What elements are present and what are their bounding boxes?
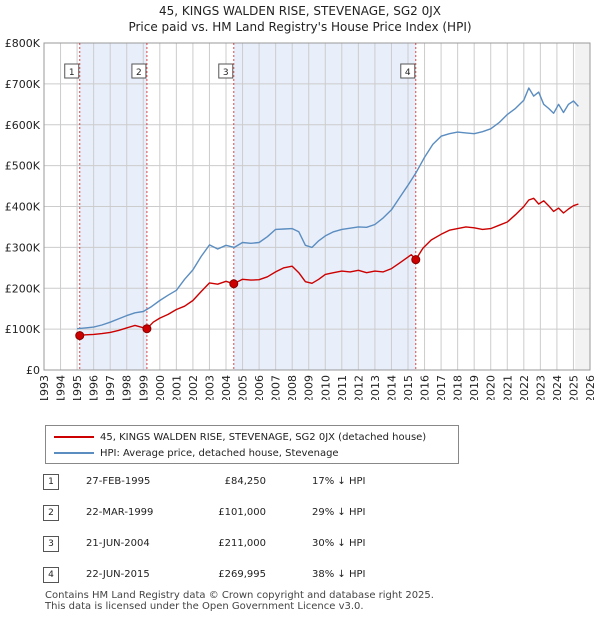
sale-date: 22-MAR-1999 <box>86 507 154 518</box>
property-series-line <box>79 197 579 337</box>
x-tick-label: 2015 <box>402 375 415 400</box>
legend-swatch-hpi <box>54 452 94 454</box>
sale-hpi-diff: 29% ↓ HPI <box>312 507 366 518</box>
chart-subtitle: Price paid vs. HM Land Registry's House … <box>128 20 472 34</box>
sale-row: 2 22-MAR-1999 £101,000 29% ↓ HPI <box>0 505 600 525</box>
x-tick-label: 2012 <box>352 375 365 400</box>
x-tick-label: 2006 <box>253 375 266 400</box>
footer-line-licence: This data is licensed under the Open Gov… <box>45 601 364 612</box>
x-tick-label: 2021 <box>501 375 514 400</box>
plot-frame <box>43 42 591 371</box>
sale-number-badge: 3 <box>43 536 59 552</box>
sale-point <box>142 324 152 334</box>
x-tick-label: 2013 <box>369 375 382 400</box>
y-tick-label: £300K <box>5 241 41 254</box>
footer-line-copyright: Contains HM Land Registry data © Crown c… <box>45 590 434 601</box>
sale-number-label: 4 <box>405 68 411 78</box>
x-tick-label: 2011 <box>336 375 349 400</box>
x-tick-label: 2018 <box>452 375 465 400</box>
footer-attribution: Contains HM Land Registry data © Crown c… <box>45 590 434 612</box>
sale-number-label: 2 <box>136 68 142 78</box>
x-tick-label: 2007 <box>270 375 283 400</box>
sale-hpi-diff: 38% ↓ HPI <box>312 569 366 580</box>
x-tick-label: 2005 <box>237 375 250 400</box>
x-tick-label: 2017 <box>435 375 448 400</box>
sale-number-box <box>400 63 416 79</box>
sale-number-box <box>64 63 80 79</box>
legend: 45, KINGS WALDEN RISE, STEVENAGE, SG2 0J… <box>45 425 459 464</box>
sale-number-badge: 1 <box>43 474 59 490</box>
sale-number-badge: 2 <box>43 505 59 521</box>
x-tick-label: 2009 <box>303 375 316 400</box>
x-tick-label: 2014 <box>385 375 398 400</box>
x-tick-label: 1997 <box>104 375 117 400</box>
chart-title: 45, KINGS WALDEN RISE, STEVENAGE, SG2 0J… <box>159 4 441 18</box>
sale-price: £269,995 <box>218 569 266 580</box>
sale-point <box>75 331 85 341</box>
legend-item-property: 45, KINGS WALDEN RISE, STEVENAGE, SG2 0J… <box>54 430 426 444</box>
x-tick-label: 1993 <box>38 375 51 400</box>
sale-point <box>411 255 421 265</box>
y-tick-label: £500K <box>5 160 41 173</box>
y-tick-label: £400K <box>5 201 41 214</box>
x-tick-label: 2002 <box>187 375 200 400</box>
legend-item-hpi: HPI: Average price, detached house, Stev… <box>54 446 339 460</box>
sale-row: 1 27-FEB-1995 £84,250 17% ↓ HPI <box>0 474 600 494</box>
hpi-series-line <box>77 87 579 330</box>
x-tick-label: 2003 <box>203 375 216 400</box>
x-tick-label: 2024 <box>551 375 564 400</box>
legend-label-property: 45, KINGS WALDEN RISE, STEVENAGE, SG2 0J… <box>100 431 427 443</box>
x-tick-label: 2008 <box>286 375 299 400</box>
sale-number-label: 3 <box>223 68 229 78</box>
x-tick-label: 2026 <box>584 375 597 400</box>
sale-date: 22-JUN-2015 <box>86 569 150 580</box>
price-chart: £0 £100K £200K £300K £400K £500K £600K £700K £80… <box>5 37 597 400</box>
x-tick-label: 2000 <box>154 375 167 400</box>
legend-swatch-property <box>54 436 94 438</box>
y-tick-label: £0 <box>26 364 40 377</box>
sale-price: £211,000 <box>218 538 266 549</box>
x-tick-label: 2020 <box>485 375 498 400</box>
y-tick-label: £800K <box>5 37 41 50</box>
sale-number-label: 1 <box>69 68 75 78</box>
sale-row: 4 22-JUN-2015 £269,995 38% ↓ HPI <box>0 567 600 587</box>
sale-price: £101,000 <box>218 507 266 518</box>
sale-point <box>229 279 239 289</box>
sale-date: 21-JUN-2004 <box>86 538 150 549</box>
sale-hpi-diff: 17% ↓ HPI <box>312 476 366 487</box>
sale-row: 3 21-JUN-2004 £211,000 30% ↓ HPI <box>0 536 600 556</box>
x-tick-label: 2010 <box>319 375 332 400</box>
x-tick-label: 2004 <box>220 375 233 400</box>
y-tick-label: £200K <box>5 282 41 295</box>
x-tick-label: 1996 <box>88 375 101 400</box>
x-tick-label: 1998 <box>121 375 134 400</box>
sale-price: £84,250 <box>224 476 266 487</box>
legend-label-hpi: HPI: Average price, detached house, Stev… <box>100 447 339 459</box>
sale-hpi-diff: 30% ↓ HPI <box>312 538 366 549</box>
x-tick-label: 1995 <box>71 375 84 400</box>
y-tick-label: £600K <box>5 119 41 132</box>
y-tick-label: £700K <box>5 78 41 91</box>
x-tick-label: 1999 <box>137 375 150 400</box>
x-tick-label: 2025 <box>567 375 580 400</box>
x-tick-label: 1994 <box>55 375 68 400</box>
sale-number-box <box>131 63 147 79</box>
x-tick-label: 2019 <box>468 375 481 400</box>
x-tick-label: 2022 <box>518 375 531 400</box>
x-tick-label: 2023 <box>534 375 547 400</box>
sale-number-box <box>218 63 234 79</box>
x-tick-label: 2001 <box>170 375 183 400</box>
y-tick-label: £100K <box>5 323 41 336</box>
x-tick-label: 2016 <box>419 375 432 400</box>
sale-number-badge: 4 <box>43 567 59 583</box>
sale-date: 27-FEB-1995 <box>86 476 151 487</box>
